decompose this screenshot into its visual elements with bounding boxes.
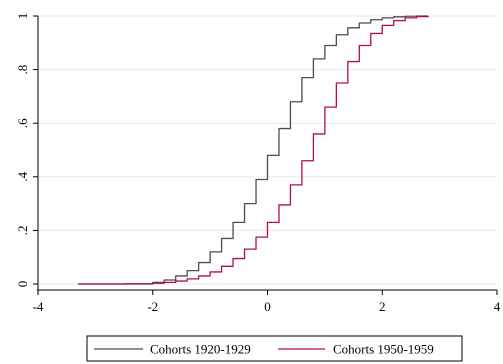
legend-label-0: Cohorts 1920-1929 — [150, 342, 251, 357]
x-tick-label-1: -2 — [147, 299, 158, 314]
series-0-point-4 — [175, 275, 176, 276]
y-tick-label-0: 0 — [15, 281, 30, 288]
series-0-point-8 — [221, 238, 222, 239]
series-0-point-3 — [164, 279, 165, 280]
series-0-point-23 — [393, 16, 394, 17]
legend-label-1: Cohorts 1950-1959 — [333, 342, 434, 357]
y-tick-label-1: .2 — [15, 226, 30, 236]
series-1-point-7 — [210, 271, 211, 272]
series-0-point-17 — [324, 45, 325, 46]
series-1-point-6 — [198, 275, 199, 276]
series-0-point-11 — [256, 179, 257, 180]
series-0-point-19 — [347, 27, 348, 28]
series-1-point-19 — [347, 61, 348, 62]
y-tick-label-4: .8 — [15, 65, 30, 75]
series-1-point-13 — [278, 204, 279, 205]
series-0-point-9 — [233, 222, 234, 223]
series-1-point-1 — [124, 284, 125, 285]
series-0-point-12 — [267, 155, 268, 156]
series-1-point-12 — [267, 222, 268, 223]
series-0-point-22 — [382, 17, 383, 18]
series-layer — [78, 15, 429, 285]
series-1-point-18 — [336, 83, 337, 84]
series-1-point-0 — [78, 284, 79, 285]
series-1-point-24 — [405, 17, 406, 18]
series-1-point-2 — [152, 283, 153, 284]
legend-box — [86, 335, 463, 362]
y-tick-label-5: 1 — [15, 13, 30, 20]
series-0-point-15 — [301, 77, 302, 78]
series-1-point-9 — [233, 258, 234, 259]
x-tick-label-0: -4 — [33, 299, 44, 314]
series-1-point-21 — [370, 33, 371, 34]
series-1-point-23 — [393, 20, 394, 21]
series-0-point-24 — [405, 16, 406, 17]
x-tick-label-3: 2 — [379, 299, 386, 314]
grid-lines — [38, 15, 497, 285]
series-1-point-5 — [187, 278, 188, 279]
series-1-point-14 — [290, 184, 291, 185]
series-1-point-25 — [416, 16, 417, 17]
series-0-point-6 — [198, 262, 199, 263]
series-0-point-20 — [359, 22, 360, 23]
series-1-point-10 — [244, 249, 245, 250]
series-0-point-7 — [210, 251, 211, 252]
series-1-point-16 — [313, 133, 314, 134]
legend: Cohorts 1920-1929 Cohorts 1950-1959 — [86, 335, 463, 362]
x-tick-label-4: 4 — [494, 299, 501, 314]
series-1-point-11 — [256, 237, 257, 238]
x-tick-label-2: 0 — [264, 299, 271, 314]
series-1-point-17 — [324, 107, 325, 108]
y-tick-label-2: .4 — [15, 171, 30, 181]
series-0-point-18 — [336, 34, 337, 35]
series-0-point-10 — [244, 203, 245, 204]
series-0-point-13 — [278, 128, 279, 129]
series-1-point-22 — [382, 25, 383, 26]
series-0-point-14 — [290, 101, 291, 102]
series-1-point-15 — [301, 160, 302, 161]
series-0-point-5 — [187, 270, 188, 271]
series-0-point-16 — [313, 58, 314, 59]
series-1-point-26 — [428, 16, 429, 17]
series-1-point-4 — [175, 281, 176, 282]
series-line-1 — [78, 15, 429, 285]
series-1-point-3 — [164, 282, 165, 283]
series-line-0 — [78, 15, 429, 285]
series-1-point-8 — [221, 266, 222, 267]
series-1-point-20 — [359, 45, 360, 46]
series-0-point-21 — [370, 19, 371, 20]
y-tick-label-3: .6 — [15, 118, 30, 128]
axes: 0 .2 .4 .6 .8 1 -4 -2 0 2 4 — [15, 13, 501, 314]
